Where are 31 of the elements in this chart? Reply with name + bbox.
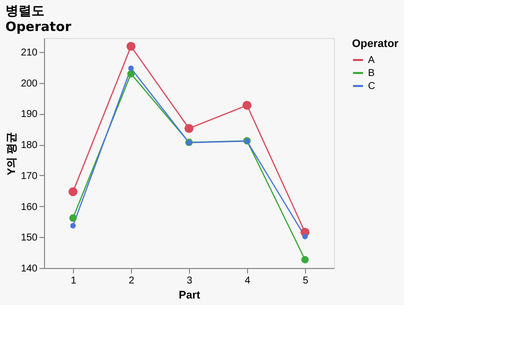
y-tick-label: 160: [20, 202, 38, 213]
x-tick-label: 5: [302, 276, 309, 286]
y-tick-label: 170: [20, 170, 38, 182]
point: [68, 187, 78, 196]
y-tick-label: 200: [20, 78, 38, 90]
y-tick-label: 150: [20, 232, 38, 244]
x-tick-label: 3: [186, 276, 193, 286]
legend-label: A: [368, 55, 375, 66]
x-tick-label: 2: [128, 276, 135, 286]
x-axis-title: Part: [178, 290, 201, 302]
point: [126, 42, 136, 51]
legend-title: Operator: [352, 38, 400, 50]
x-tick-label: 4: [244, 276, 251, 286]
point: [184, 124, 194, 133]
legend-label: C: [368, 81, 376, 92]
y-tick-label: 140: [20, 264, 38, 274]
point: [127, 70, 135, 78]
x-tick-label: 1: [70, 276, 77, 286]
y-tick-label: 180: [20, 140, 38, 152]
point: [301, 256, 309, 264]
point: [69, 214, 77, 222]
y-tick-label: 210: [20, 47, 38, 58]
y-axis-title: Y의 평균: [6, 132, 18, 176]
point: [242, 100, 252, 110]
point: [128, 66, 134, 71]
chart-title: 병렬도: [5, 4, 44, 19]
point: [70, 222, 76, 228]
point: [302, 234, 308, 240]
y-tick-label: 190: [20, 109, 38, 120]
chart-subtitle: Operator: [5, 20, 72, 35]
legend-label: B: [368, 68, 375, 79]
